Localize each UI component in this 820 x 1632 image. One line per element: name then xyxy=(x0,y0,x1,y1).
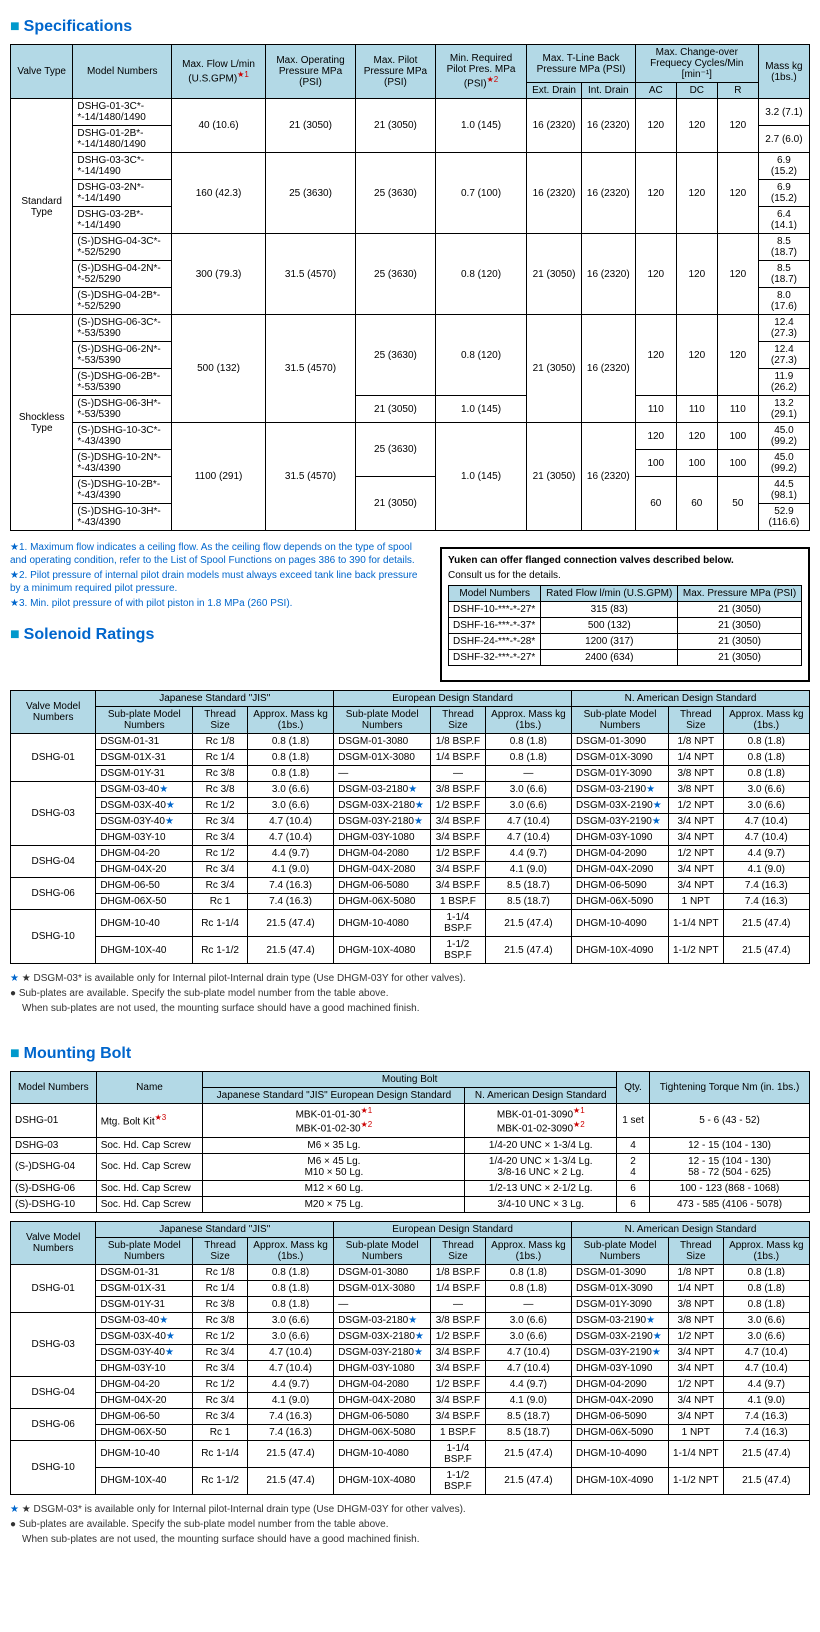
sh2-vm: Valve Model Numbers xyxy=(11,1221,96,1264)
mh-tt: Tightening Torque Nm (in. 1bs.) xyxy=(650,1072,810,1104)
sh-m2: Approx. Mass kg (1bs.) xyxy=(485,707,571,734)
note3: ★3. Min. pilot pressure of with pilot pi… xyxy=(10,597,430,610)
h-model: Model Numbers xyxy=(73,45,172,99)
mount-heading: Mounting Bolt xyxy=(10,1045,810,1063)
sh-sub1: Sub-plate Model Numbers xyxy=(96,707,193,734)
spec-table: Valve Type Model Numbers Max. Flow L/min… xyxy=(10,44,810,531)
sh-sub3: Sub-plate Model Numbers xyxy=(572,707,669,734)
sh2-jis: Japanese Standard "JIS" xyxy=(96,1221,334,1237)
flanged-box: Yuken can offer flanged connection valve… xyxy=(440,547,810,682)
h-maxflow: Max. Flow L/min (U.S.GPM)★1 xyxy=(172,45,266,99)
h-change: Max. Change-over Frequecy Cycles/Min [mi… xyxy=(635,45,758,83)
h-tline: Max. T-Line Back Pressure MPa (PSI) xyxy=(527,45,636,83)
mount-table: Model Numbers Name Mouting Bolt Qty. Tig… xyxy=(10,1071,810,1213)
sol-n2: ● Sub-plates are available. Specify the … xyxy=(10,987,810,1000)
mh-mb: Mouting Bolt xyxy=(203,1072,617,1088)
flanged-table: Model Numbers Rated Flow l/min (U.S.GPM)… xyxy=(448,585,802,666)
fh-m: Model Numbers xyxy=(449,586,541,602)
sh-sub2: Sub-plate Model Numbers xyxy=(334,707,431,734)
flanged-t2: Consult us for the details. xyxy=(448,570,802,581)
sh-thr1: Thread Size xyxy=(193,707,248,734)
h-maxpilot: Max. Pilot Pressure MPa (PSI) xyxy=(356,45,436,99)
mh-jis: Japanese Standard "JIS" European Design … xyxy=(203,1088,465,1104)
h-ext: Ext. Drain xyxy=(527,83,582,99)
sh-eur: European Design Standard xyxy=(334,691,572,707)
mh-qty: Qty. xyxy=(617,1072,650,1104)
sh-vm: Valve Model Numbers xyxy=(11,691,96,734)
spec-heading: Specifications xyxy=(10,18,810,36)
fh-p: Max. Pressure MPa (PSI) xyxy=(678,586,802,602)
sh-thr3: Thread Size xyxy=(669,707,724,734)
sh-nam: N. American Design Standard xyxy=(572,691,810,707)
solenoid-heading: Solenoid Ratings xyxy=(10,626,430,644)
sh-m3: Approx. Mass kg (1bs.) xyxy=(723,707,809,734)
h-dc: DC xyxy=(676,83,717,99)
h-int: Int. Drain xyxy=(581,83,635,99)
solenoid-table: Valve Model Numbers Japanese Standard "J… xyxy=(10,690,810,964)
h-mass: Mass kg (1bs.) xyxy=(758,45,809,99)
sol-n2b: ● Sub-plates are available. Specify the … xyxy=(10,1518,810,1531)
sh2-nam: N. American Design Standard xyxy=(572,1221,810,1237)
h-r: R xyxy=(717,83,758,99)
fh-f: Rated Flow l/min (U.S.GPM) xyxy=(541,586,678,602)
sol-n1b: ★ ★ DSGM-03* is available only for Inter… xyxy=(10,1503,810,1516)
h-ac: AC xyxy=(635,83,676,99)
sh-thr2: Thread Size xyxy=(431,707,486,734)
sol-n3: When sub-plates are not used, the mounti… xyxy=(22,1002,810,1015)
flanged-t1: Yuken can offer flanged connection valve… xyxy=(448,555,802,566)
h-minreq: Min. Required Pilot Pres. MPa (PSI)★2 xyxy=(435,45,526,99)
note2: ★2. Pilot pressure of internal pilot dra… xyxy=(10,569,430,595)
sh-jis: Japanese Standard "JIS" xyxy=(96,691,334,707)
mh-name: Name xyxy=(96,1072,203,1104)
note1: ★1. Maximum flow indicates a ceiling flo… xyxy=(10,541,430,567)
sh-m1: Approx. Mass kg (1bs.) xyxy=(247,707,333,734)
h-maxop: Max. Operating Pressure MPa (PSI) xyxy=(265,45,355,99)
h-valve: Valve Type xyxy=(11,45,73,99)
sol-n3b: When sub-plates are not used, the mounti… xyxy=(22,1533,810,1546)
sol-n1: ★ ★ DSGM-03* is available only for Inter… xyxy=(10,972,810,985)
mh-nam: N. American Design Standard xyxy=(465,1088,617,1104)
solenoid-table-2: Valve Model Numbers Japanese Standard "J… xyxy=(10,1221,810,1495)
sh2-eur: European Design Standard xyxy=(334,1221,572,1237)
mh-mn: Model Numbers xyxy=(11,1072,97,1104)
